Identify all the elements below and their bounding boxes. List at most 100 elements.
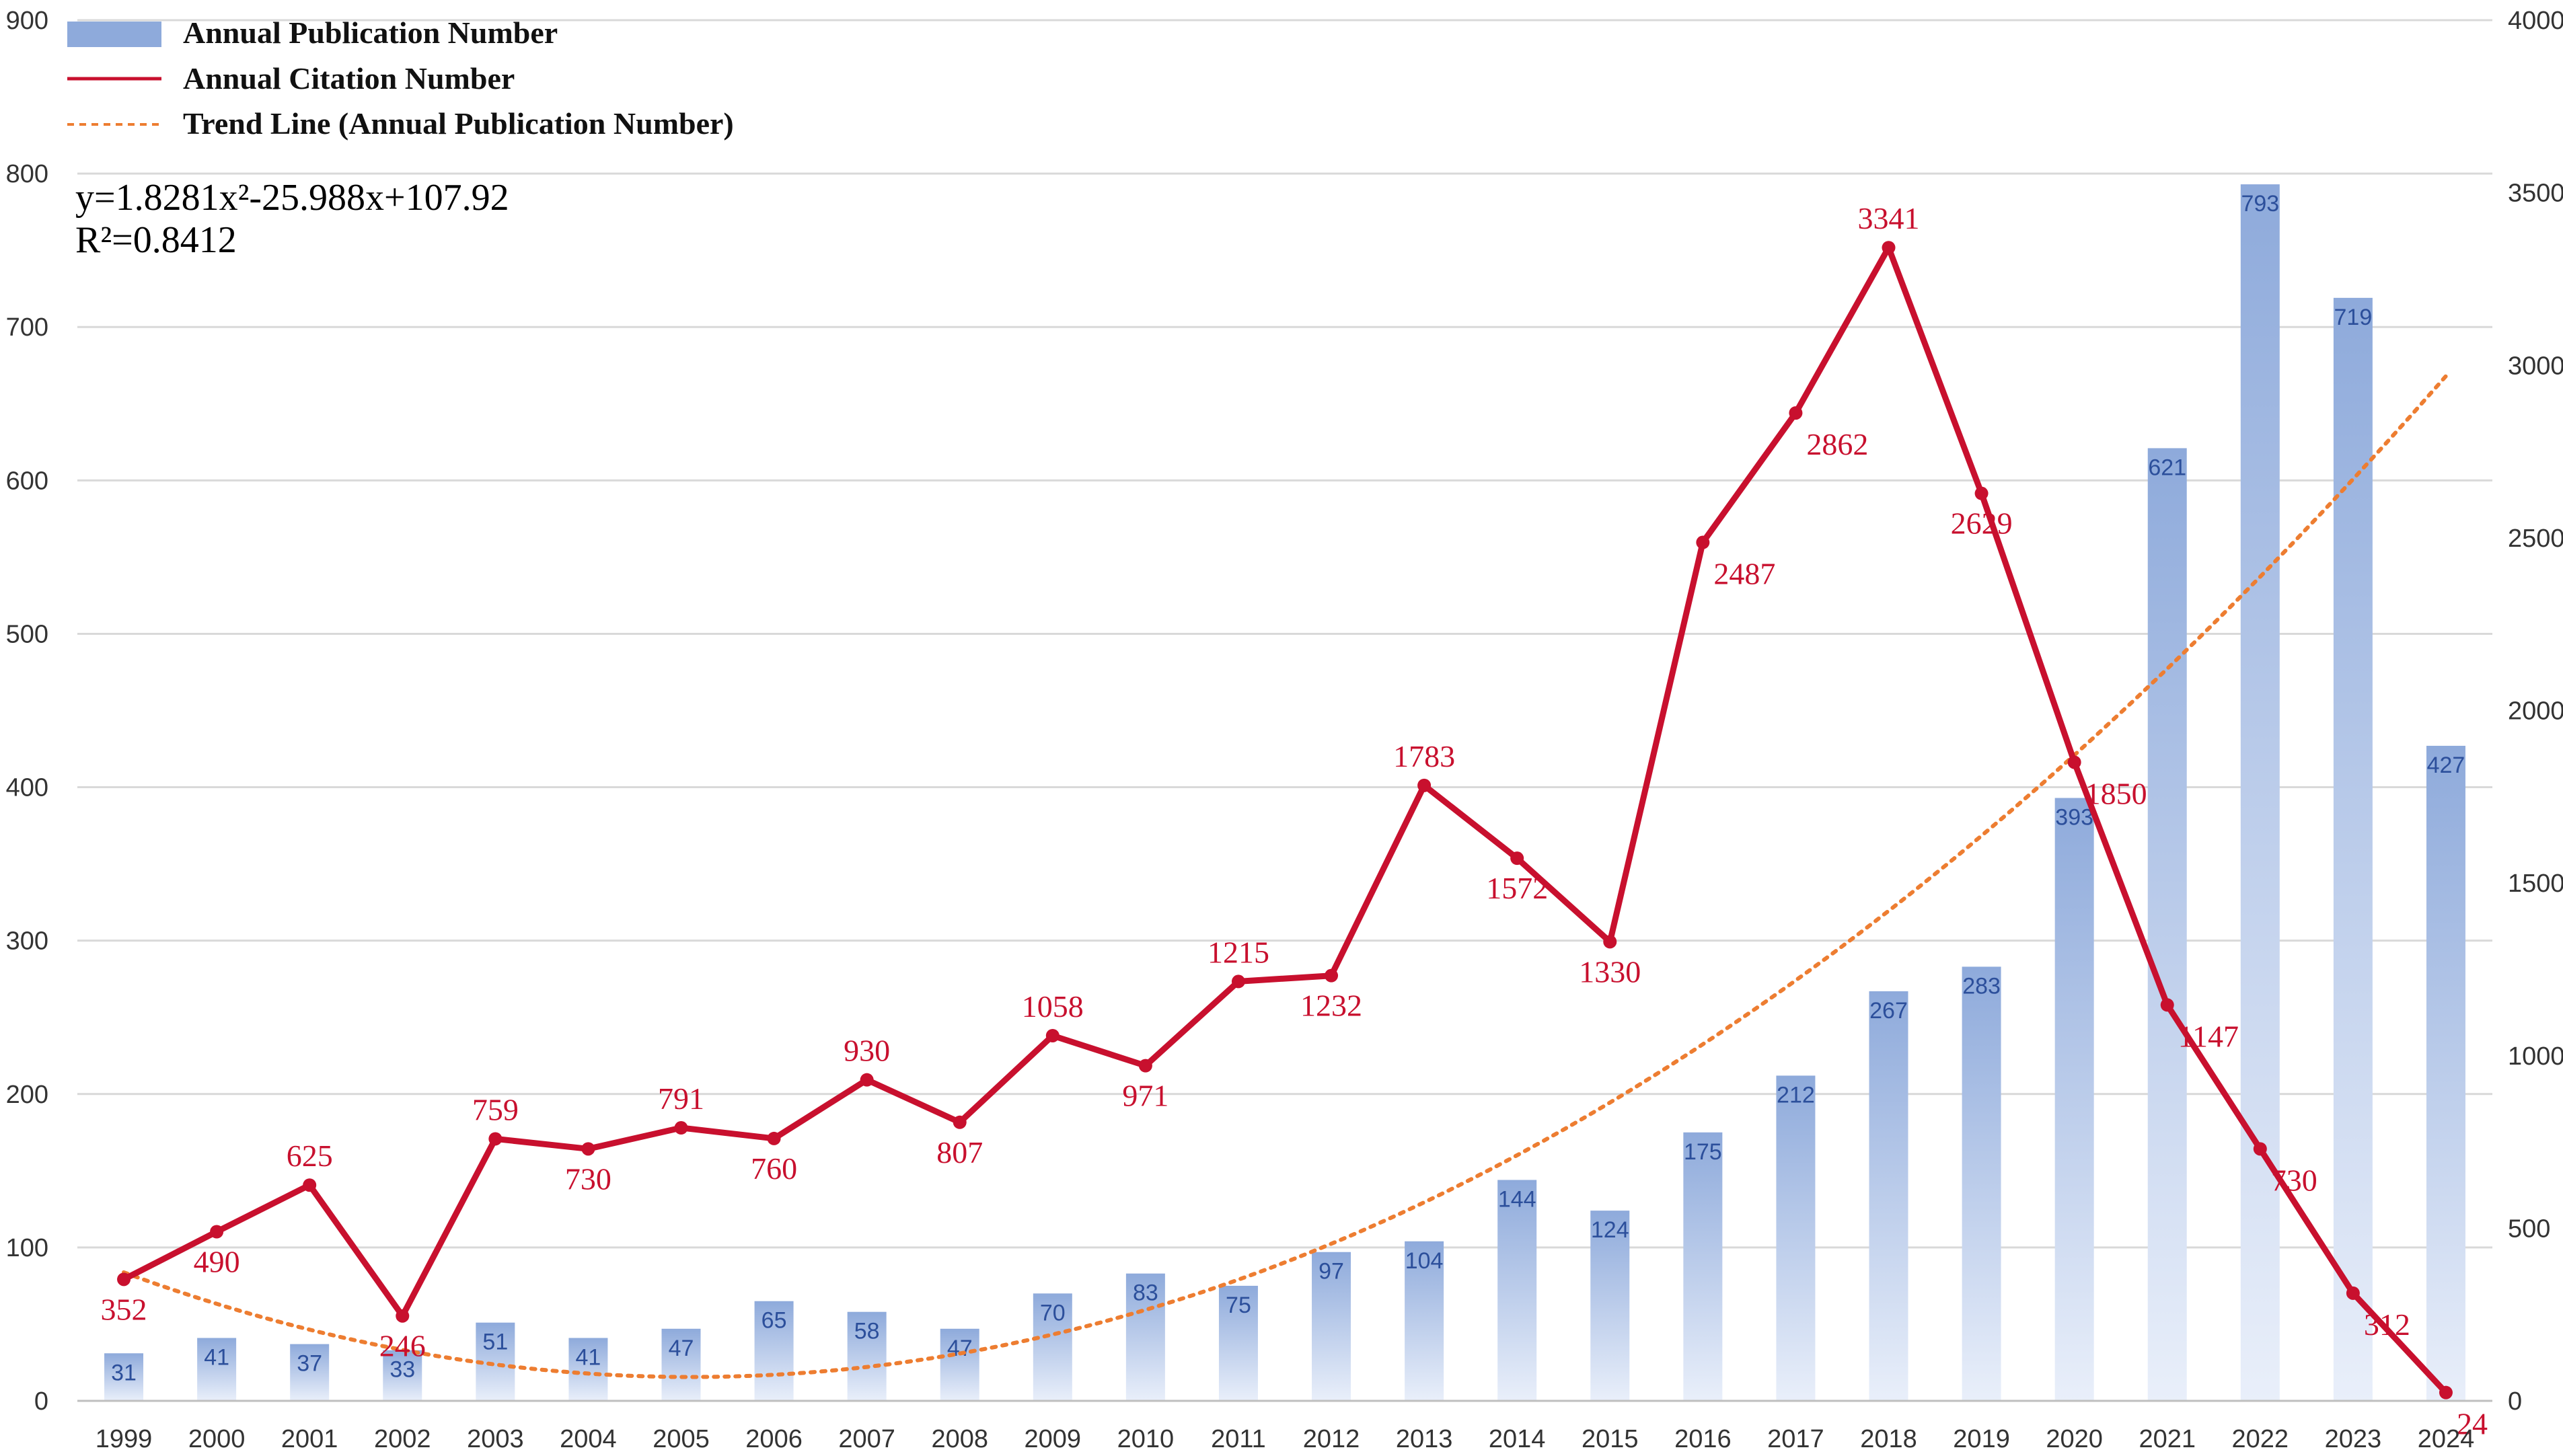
citation-labels: 352 490 625 246 759 730 791 760 930 807 1058 971 121… [101, 201, 2488, 1441]
citation-label: 2862 [1806, 427, 1868, 461]
r-squared: R²=0.8412 [75, 219, 237, 261]
right-axis-tick-label: 500 [2508, 1215, 2550, 1243]
citation-label: 1330 [1579, 954, 1641, 989]
citation-point [1417, 778, 1432, 792]
publication-bar [2240, 184, 2280, 1402]
publication-bar-label: 37 [297, 1351, 322, 1377]
left-axis-tick-label: 100 [6, 1234, 48, 1262]
publication-bar-label: 58 [854, 1319, 880, 1344]
citation-point [1882, 241, 1896, 255]
x-axis-tick-label: 2017 [1767, 1425, 1824, 1453]
right-axis-tick-label: 3000 [2508, 352, 2563, 380]
x-axis-tick-label: 2012 [1303, 1425, 1360, 1453]
citation-point [2067, 755, 2081, 769]
x-axis-tick-label: 2015 [1582, 1425, 1639, 1453]
right-axis-tick-label: 0 [2508, 1387, 2522, 1416]
citation-point [1696, 535, 1710, 549]
publication-bar-label: 144 [1498, 1187, 1536, 1213]
publication-bar-labels: 31 41 37 33 51 41 47 65 58 47 70 83 75 97 104 144 124 175… [111, 191, 2465, 1385]
publication-bar-label: 47 [669, 1336, 694, 1361]
citation-point [210, 1225, 224, 1239]
left-axis-tick-label: 200 [6, 1081, 48, 1109]
publication-bar-label: 41 [576, 1344, 601, 1370]
left-axis-tick-label: 400 [6, 774, 48, 802]
publication-bar-label: 97 [1318, 1259, 1344, 1285]
publication-bar [290, 1344, 330, 1401]
citation-point [860, 1073, 874, 1087]
trend-line-path [122, 374, 2448, 1379]
x-axis-tick-label: 2005 [653, 1425, 710, 1453]
citation-label: 1232 [1300, 989, 1362, 1023]
right-axis-tick-label: 3500 [2508, 180, 2563, 208]
publication-bar-label: 83 [1133, 1280, 1158, 1306]
left-axis-tick-label: 500 [6, 620, 48, 648]
legend-label-trend: Trend Line (Annual Publication Number) [183, 106, 734, 141]
citation-point [1325, 968, 1339, 983]
citation-point [1045, 1028, 1060, 1042]
citation-point [2439, 1385, 2453, 1400]
citation-label: 730 [2271, 1163, 2317, 1197]
left-axis-tick-label: 800 [6, 160, 48, 188]
citation-label: 2629 [1951, 506, 2013, 541]
publication-bar-label: 104 [1405, 1248, 1444, 1274]
citation-label: 1058 [1022, 989, 1084, 1024]
citation-point [1231, 974, 1245, 989]
citation-label: 1572 [1486, 871, 1548, 905]
x-axis-tick-label: 2002 [374, 1425, 431, 1453]
citation-label: 971 [1122, 1079, 1168, 1113]
citation-point [2160, 998, 2174, 1012]
citation-point [953, 1115, 967, 1129]
right-axis-tick-label: 4000 [2508, 7, 2563, 35]
publication-bar-label: 621 [2148, 455, 2186, 480]
x-axis-tick-label: 2019 [1953, 1425, 2010, 1453]
publication-bar [1405, 1241, 1444, 1401]
x-axis-tick-label: 2008 [931, 1425, 988, 1453]
publication-bar-label: 427 [2427, 753, 2465, 778]
citation-label: 1215 [1208, 935, 1269, 969]
publication-bar-label: 793 [2241, 191, 2279, 217]
citation-point [2346, 1286, 2360, 1300]
publication-bar [1033, 1293, 1072, 1401]
publication-bar-label: 267 [1869, 998, 1908, 1024]
citation-point [1974, 486, 1989, 500]
citation-label: 730 [565, 1161, 611, 1196]
publication-bar [2054, 798, 2094, 1401]
citation-label: 312 [2364, 1307, 2410, 1342]
axes: 0 100 200 300 400 500 600 700 800 900 0 500 1000 1500… [6, 7, 2563, 1453]
legend: Annual Publication Number Annual Citation… [67, 15, 734, 141]
publication-bar [1776, 1075, 1816, 1401]
publication-bar-label: 33 [389, 1357, 415, 1383]
citation-point [674, 1121, 688, 1135]
citation-label: 791 [658, 1081, 704, 1116]
publication-bar [568, 1338, 608, 1401]
citation-point [1789, 406, 1803, 420]
right-axis-tick-label: 1000 [2508, 1042, 2563, 1071]
citation-label: 760 [751, 1151, 797, 1186]
citation-point [303, 1178, 317, 1192]
citation-label: 24 [2457, 1407, 2488, 1441]
left-axis-tick-label: 900 [6, 7, 48, 35]
publication-bar-label: 41 [204, 1344, 229, 1370]
citation-label: 807 [936, 1135, 983, 1170]
publication-bar-label: 124 [1591, 1217, 1629, 1243]
x-axis-tick-label: 2000 [188, 1425, 246, 1453]
citation-point [396, 1309, 410, 1323]
publication-bar-label: 70 [1040, 1300, 1066, 1326]
x-axis-tick-label: 2011 [1211, 1425, 1266, 1453]
publication-bar [1590, 1211, 1630, 1401]
publication-bar [1218, 1285, 1258, 1401]
publication-bar [2147, 448, 2187, 1402]
x-axis-tick-label: 2024 [2418, 1425, 2475, 1453]
citation-label: 930 [844, 1034, 890, 1068]
x-axis-tick-label: 2023 [2325, 1425, 2382, 1453]
citation-label: 2487 [1713, 557, 1775, 591]
x-axis-tick-label: 2018 [1860, 1425, 1917, 1453]
publication-bar [847, 1311, 887, 1401]
publication-bar [661, 1328, 701, 1401]
citation-point [2253, 1142, 2267, 1156]
citation-label: 490 [194, 1245, 240, 1279]
publication-bar-label: 212 [1777, 1082, 1815, 1108]
x-axis-tick-label: 2007 [838, 1425, 895, 1453]
publication-bar-label: 719 [2334, 305, 2373, 330]
